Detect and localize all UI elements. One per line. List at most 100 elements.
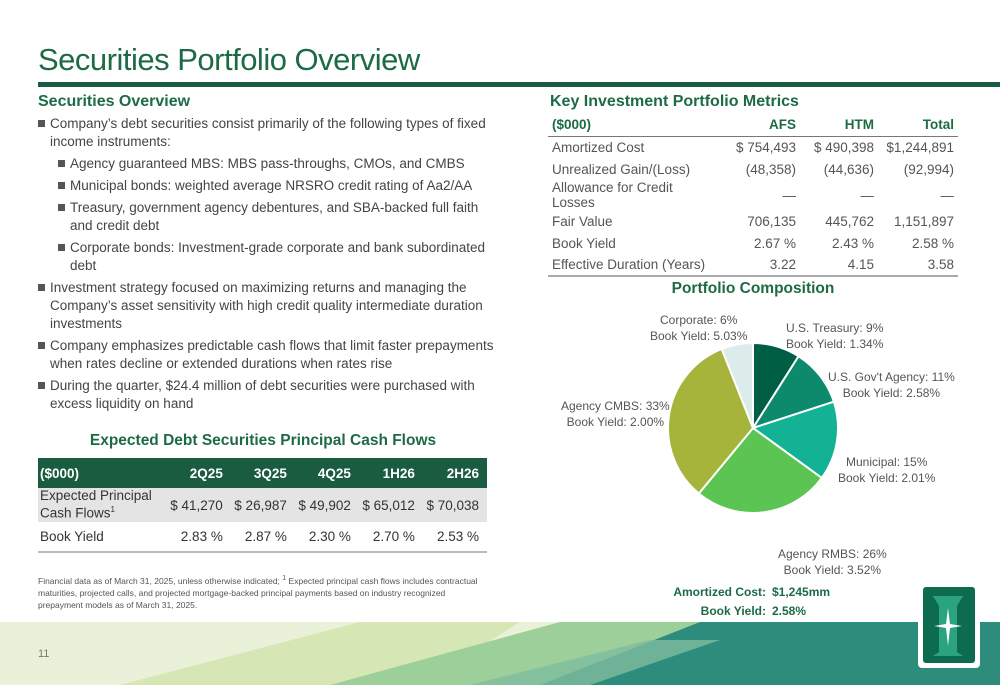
table-row: Amortized Cost $ 754,493 $ 490,398 $1,244,8… [548, 136, 958, 158]
row-label: Book Yield [38, 522, 167, 553]
sub-bullet: Municipal bonds: weighted average NRSRO … [58, 177, 498, 195]
pie-label-us-govt-agency: U.S. Gov't Agency: 11% Book Yield: 2.58% [828, 369, 955, 401]
bullet-text: Treasury, government agency debentures, … [70, 200, 479, 233]
table-row: Effective Duration (Years) 3.22 4.15 3.58 [548, 254, 958, 277]
table-cell: 445,762 [825, 213, 874, 229]
table-cell: 2.70 % [358, 522, 423, 553]
footer-stripe [470, 640, 720, 685]
table-cell: — [860, 187, 875, 203]
pie-label-agency-cmbs: Agency CMBS: 33% Book Yield: 2.00% [561, 398, 670, 430]
table-cell: 2.58 % [911, 235, 954, 251]
table-cell: $ 70,038 [422, 488, 487, 522]
pie-label-name: Municipal: 15% [846, 455, 928, 469]
table-row: Expected Principal Cash Flows1 $ 41,270 … [38, 488, 487, 522]
sub-bullet: Treasury, government agency debentures, … [58, 199, 498, 235]
amortized-cost-label: Amortized Cost: [673, 585, 766, 599]
pie-label-name: Agency CMBS: 33% [561, 399, 670, 413]
table-cell: (92,994) [903, 161, 954, 177]
table-cell: 3.22 [716, 254, 800, 277]
table-cell: 4.15 [800, 254, 878, 277]
table-row: Fair Value 706,135 445,762 1,151,897 [548, 210, 958, 232]
cash-flows-header-row: ($000) 2Q25 3Q25 4Q25 1H26 2H26 [38, 458, 487, 488]
table-row: Book Yield 2.67 % 2.43 % 2.58 % [548, 232, 958, 254]
table-cell: $ 754,493 [735, 139, 796, 155]
amortized-cost-value: $1,245mm [772, 585, 831, 599]
pie-label-name: U.S. Treasury: 9% [786, 321, 884, 335]
bullet-text: Company emphasizes predictable cash flow… [50, 338, 494, 371]
table-row: Book Yield 2.83 % 2.87 % 2.30 % 2.70 % 2… [38, 522, 487, 553]
pie-label-name: Agency RMBS: 26% [778, 547, 887, 561]
row-label-line: Cash Flows [40, 505, 111, 521]
title-rule [38, 82, 1000, 87]
row-label: Expected Principal Cash Flows1 [38, 488, 167, 522]
bullet-text: During the quarter, $24.4 million of deb… [50, 378, 475, 411]
footnote-marker: 1 [110, 505, 115, 515]
cash-flows-table: ($000) 2Q25 3Q25 4Q25 1H26 2H26 Expected… [38, 458, 487, 553]
portfolio-composition-heading: Portfolio Composition [671, 280, 835, 297]
cash-flows-col: 3Q25 [230, 458, 295, 488]
footer-stripe [540, 622, 1000, 685]
bullet-square-icon [38, 342, 45, 349]
metrics-unit-label: ($000) [548, 114, 716, 137]
pie-label-yield: Book Yield: 5.03% [650, 329, 748, 343]
table-cell: 3.58 [878, 254, 958, 277]
row-label: Allowance for Credit Losses [552, 180, 673, 210]
pie-label-name: Corporate: 6% [660, 313, 738, 327]
table-cell: (44,636) [823, 161, 874, 177]
footnote-text: Financial data as of March 31, 2025, unl… [38, 575, 283, 586]
pie-label-yield: Book Yield: 1.34% [786, 337, 884, 351]
table-cell: (48,358) [745, 161, 796, 177]
sub-bullet: Corporate bonds: Investment-grade corpor… [58, 239, 498, 275]
table-cell: 2.53 % [422, 522, 487, 553]
securities-overview-heading: Securities Overview [38, 93, 191, 110]
table-cell: $ 490,398 [813, 139, 874, 155]
page-title: Securities Portfolio Overview [38, 42, 420, 77]
pie-slice [667, 347, 755, 495]
row-label: Effective Duration (Years) [548, 254, 716, 277]
row-label: Unrealized Gain/(Loss) [552, 161, 691, 177]
bullet-text: Investment strategy focused on maximizin… [50, 280, 483, 331]
cash-flows-heading: Expected Debt Securities Principal Cash … [89, 432, 437, 449]
pie-label-corporate: Corporate: 6% Book Yield: 5.03% [650, 312, 747, 344]
table-cell: 2.83 % [166, 522, 231, 553]
pie-slice [697, 426, 824, 514]
bullet: During the quarter, $24.4 million of deb… [38, 377, 498, 413]
table-cell: $ 49,902 [294, 488, 359, 522]
bullet-square-icon [38, 284, 45, 291]
bullet-square-icon [58, 160, 65, 167]
metrics-header-row: ($000) AFS HTM Total [548, 114, 958, 137]
pie-label-us-treasury: U.S. Treasury: 9% Book Yield: 1.34% [786, 320, 883, 352]
bullet-square-icon [58, 182, 65, 189]
cash-flows-col: 2Q25 [166, 458, 231, 488]
bullet: Company emphasizes predictable cash flow… [38, 337, 498, 373]
table-cell: — [782, 187, 797, 203]
footnote-text: Expected principal cash flows includes c… [38, 575, 478, 610]
row-label: Amortized Cost [552, 139, 645, 155]
bank-logo-icon [918, 582, 980, 668]
pie-slice [750, 400, 839, 480]
pie-label-yield: Book Yield: 2.01% [838, 471, 936, 485]
bullet-text: Corporate bonds: Investment-grade corpor… [70, 240, 486, 273]
table-cell: 706,135 [747, 213, 796, 229]
table-cell: $ 41,270 [166, 488, 231, 522]
table-cell: 2.67 % [753, 235, 796, 251]
table-cell: $ 26,987 [230, 488, 295, 522]
overview-bullets: Company’s debt securities consist primar… [38, 115, 498, 417]
table-cell: — [940, 187, 955, 203]
table-cell: 1,151,897 [893, 213, 954, 229]
bullet-square-icon [58, 204, 65, 211]
pie-label-yield: Book Yield: 3.52% [783, 563, 882, 577]
bullet-text: Company’s debt securities consist primar… [50, 116, 486, 149]
bullet-text: Municipal bonds: weighted average NRSRO … [70, 178, 473, 193]
key-metrics-table: ($000) AFS HTM Total Amortized Cost $ 754… [548, 114, 958, 277]
book-yield-value: 2.58% [772, 604, 807, 618]
table-cell: $1,244,891 [886, 139, 954, 155]
footnote-marker: 1 [282, 575, 287, 582]
key-metrics-heading: Key Investment Portfolio Metrics [550, 93, 799, 110]
pie-label-municipal: Municipal: 15% Book Yield: 2.01% [838, 454, 935, 486]
pie-label-yield: Book Yield: 2.00% [566, 415, 665, 429]
cash-flows-unit-label: ($000) [38, 458, 167, 488]
cash-flows-col: 2H26 [422, 458, 487, 488]
